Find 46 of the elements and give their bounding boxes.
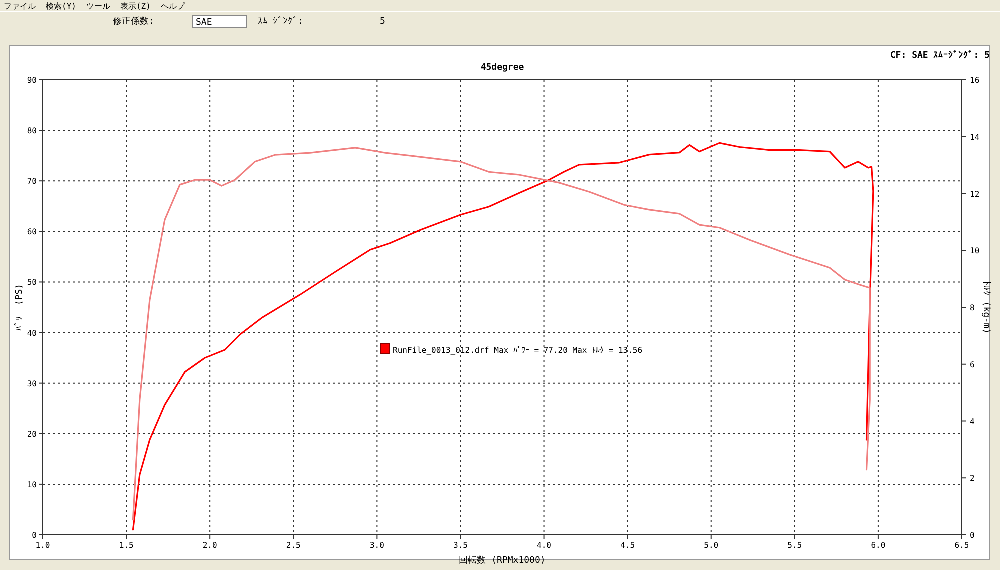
x-tick-label: 1.0	[36, 541, 50, 550]
x-tick-label: 4.5	[620, 541, 636, 550]
x-axis-title: 回転数 (RPMx1000)	[459, 555, 546, 566]
y2-tick-label: 16	[970, 76, 980, 85]
text: ファイル	[4, 2, 36, 11]
y-tick-label: 80	[27, 126, 38, 136]
y2-tick-label: 6	[970, 360, 975, 370]
y-tick-label: 60	[27, 228, 38, 237]
x-tick-label: 3.0	[370, 541, 385, 550]
x-tick-label: 3.5	[454, 541, 468, 550]
chart-title: 45degree	[480, 63, 525, 73]
y-tick-label: 10	[27, 480, 38, 490]
y-tick-label: 0	[32, 531, 38, 540]
text: 検索(Y)	[46, 2, 76, 11]
y-axis-title: ﾊﾟﾜｰ (PS)	[14, 284, 25, 332]
text: 表示(Z)	[120, 2, 151, 11]
x-tick-label: 5.5	[788, 541, 802, 550]
y2-tick-label: 0	[970, 531, 975, 540]
x-tick-label: 4.0	[537, 541, 552, 550]
x-tick-label: 6.0	[871, 541, 886, 550]
x-tick-label: 2.5	[286, 541, 302, 550]
text: SAE	[196, 18, 212, 28]
text: ｽﾑｰｼﾞﾝｸﾞ:	[258, 16, 304, 27]
y2-tick-label: 10	[970, 246, 980, 256]
y-tick-label: 50	[27, 278, 38, 288]
text: CF: SAE ｽﾑｰｼﾞﾝｸﾞ: 5	[890, 50, 990, 61]
x-tick-label: 1.5	[119, 541, 134, 550]
x-tick-label: 2.0	[202, 541, 218, 550]
text: 修正係数:	[113, 16, 154, 27]
y2-tick-label: 8	[970, 304, 975, 312]
x-tick-label: 6.5	[954, 541, 970, 550]
text: ツール	[86, 2, 110, 11]
x-tick-label: 5.0	[704, 541, 719, 550]
annotation: RunFile_0013_012.drf Max ﾊﾟﾜｰ = 77.20 Max ﾄﾙｸ = 13.56	[393, 346, 643, 355]
y2-axis-title: ﾄﾙｸ (kg-m)	[981, 281, 992, 334]
y-tick-label: 70	[27, 177, 38, 186]
y2-tick-label: 2	[970, 474, 975, 484]
y-tick-label: 40	[27, 328, 38, 338]
y2-tick-label: 14	[970, 132, 980, 142]
y2-tick-label: 4	[970, 417, 975, 426]
y-tick-label: 30	[27, 379, 38, 388]
y-tick-label: 20	[27, 430, 38, 439]
y-tick-label: 90	[27, 76, 38, 85]
text: 5	[380, 17, 386, 27]
y2-tick-label: 12	[970, 190, 980, 199]
text: ヘルプ	[160, 2, 186, 11]
